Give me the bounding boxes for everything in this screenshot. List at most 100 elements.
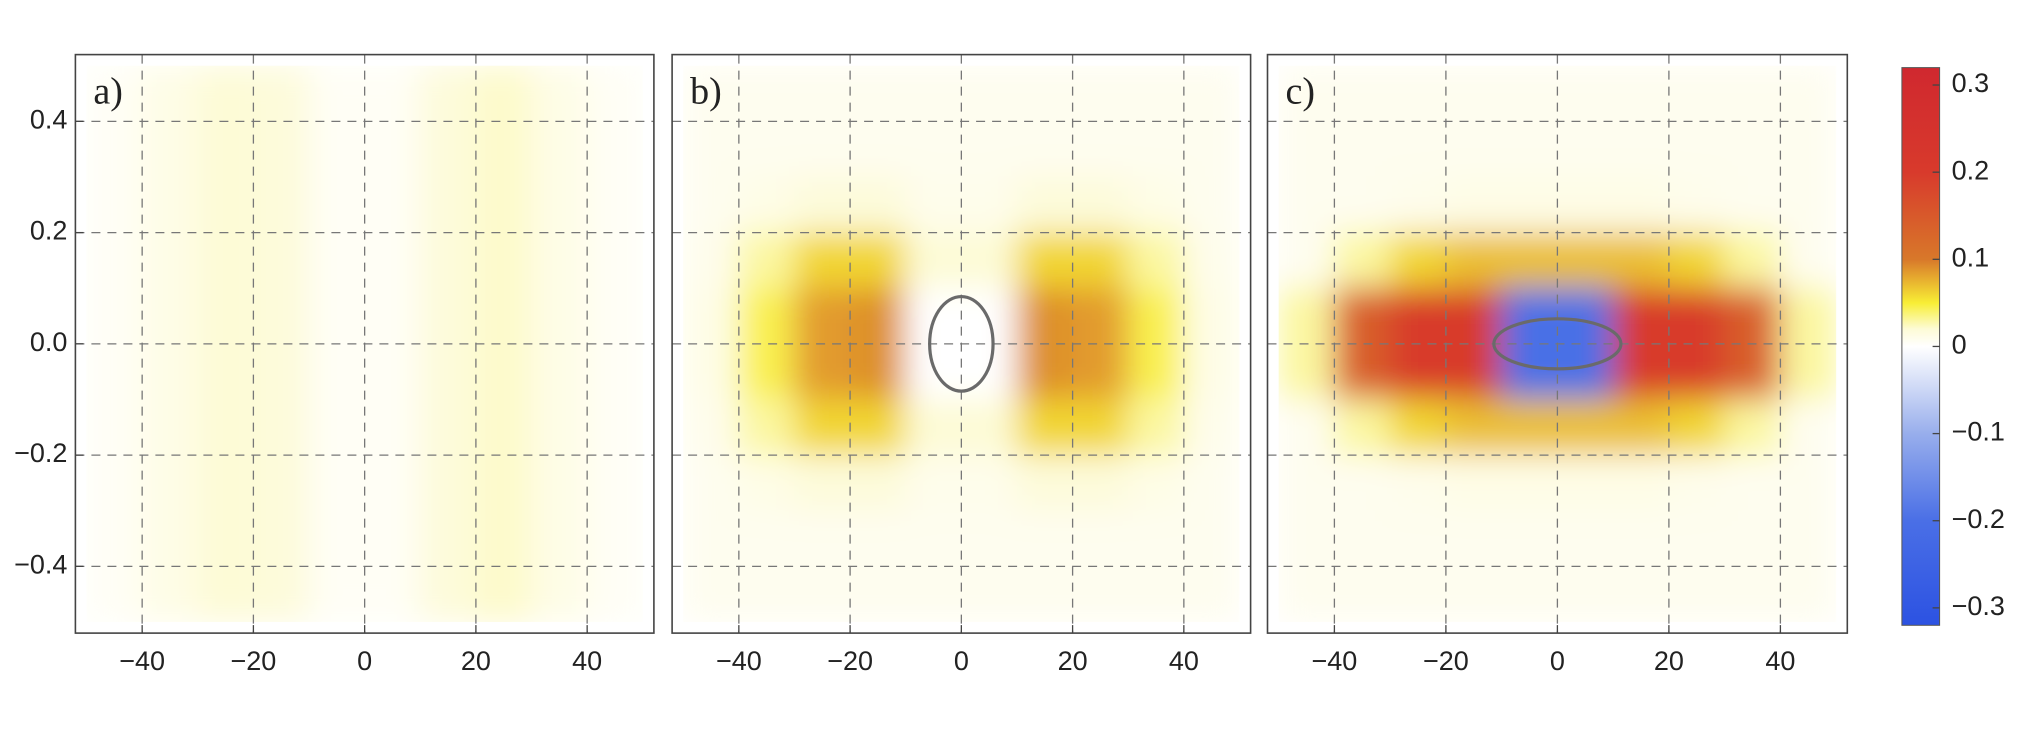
heat-cell (1333, 510, 1391, 567)
heat-cell (1556, 565, 1614, 622)
heatmap-area (86, 65, 643, 622)
heat-cell (364, 565, 421, 622)
heat-cell (1668, 343, 1726, 400)
heat-cell (738, 287, 795, 345)
heat-cell (1501, 398, 1558, 456)
heat-cell (252, 565, 310, 622)
heat-cell (1016, 454, 1074, 512)
heat-cell (960, 510, 1018, 567)
heat-cell (141, 65, 199, 122)
heat-cell (960, 232, 1018, 289)
heat-cell (683, 120, 740, 178)
heat-cell (905, 232, 962, 289)
heat-cell (1668, 454, 1726, 512)
heat-cell (1333, 120, 1391, 178)
heat-cell (308, 232, 366, 289)
heat-cell (475, 565, 533, 622)
heat-cell (683, 398, 740, 456)
heat-cell (364, 454, 421, 512)
colorbar-tick-label: −0.3 (1952, 591, 2005, 621)
heat-cell (960, 65, 1018, 122)
heat-cell (1724, 120, 1781, 178)
heat-cell (1612, 565, 1670, 622)
heat-cell (86, 343, 143, 400)
heat-cell (1724, 343, 1781, 400)
heat-cell (1016, 120, 1074, 178)
heat-cell (1278, 176, 1335, 234)
heat-cell (1389, 65, 1447, 122)
heat-cell (1183, 398, 1240, 456)
heat-cell (1072, 176, 1129, 234)
heat-cell (1333, 343, 1391, 400)
heat-cell (1278, 343, 1335, 400)
heat-cell (793, 454, 851, 512)
heat-cell (586, 65, 643, 122)
heat-cell (1501, 454, 1558, 512)
heat-cell (1612, 176, 1670, 234)
heat-cell (1333, 65, 1391, 122)
heat-cell (197, 232, 254, 289)
heat-cell (1501, 65, 1558, 122)
heat-cell (252, 176, 310, 234)
heat-cell (197, 287, 254, 345)
heat-cell (1724, 398, 1781, 456)
heat-cell (1183, 343, 1240, 400)
heat-cell (252, 120, 310, 178)
heat-cell (1389, 232, 1447, 289)
colorbar-tick-label: 0 (1952, 330, 1967, 360)
heat-cell (419, 454, 477, 512)
heat-cell (1612, 65, 1670, 122)
heat-cell (683, 565, 740, 622)
heat-cell (1127, 176, 1185, 234)
heat-cell (1389, 343, 1447, 400)
heat-cell (531, 565, 588, 622)
heat-cell (1072, 120, 1129, 178)
heat-cell (738, 65, 795, 122)
heat-cell (252, 398, 310, 456)
contour (1492, 317, 1623, 371)
y-tick-label: −0.2 (14, 438, 67, 468)
heat-cell (1668, 232, 1726, 289)
heat-cell (197, 565, 254, 622)
heat-cell (905, 454, 962, 512)
heat-cell (1556, 510, 1614, 567)
heat-cell (1389, 287, 1447, 345)
colorbar-tick-label: −0.2 (1952, 504, 2005, 534)
heat-cell (1445, 287, 1503, 345)
heat-cell (252, 287, 310, 345)
x-tick-label: −40 (119, 646, 165, 676)
heat-cell (683, 232, 740, 289)
heat-cell (905, 120, 962, 178)
heat-cell (531, 287, 588, 345)
heat-cell (1072, 343, 1129, 400)
heat-cell (1127, 510, 1185, 567)
panel-label: c) (1286, 70, 1316, 112)
heat-cell (1501, 232, 1558, 289)
heat-cell (683, 454, 740, 512)
heat-cell (1445, 176, 1503, 234)
heat-cell (849, 287, 907, 345)
heat-cell (849, 176, 907, 234)
heat-cell (1779, 565, 1837, 622)
heat-cell (141, 565, 199, 622)
heat-cell (738, 176, 795, 234)
heat-cell (1072, 232, 1129, 289)
heat-cell (419, 65, 477, 122)
heatmap-cells (1278, 65, 1837, 622)
heat-cell (1333, 176, 1391, 234)
heat-cell (960, 287, 1018, 345)
heat-cell (1278, 565, 1335, 622)
heat-cell (1127, 454, 1185, 512)
heat-cell (793, 565, 851, 622)
y-tick-label: 0.4 (30, 104, 68, 134)
panel-label: b) (690, 70, 722, 112)
heatmap-area (1278, 65, 1837, 622)
heat-cell (86, 565, 143, 622)
heat-cell (1072, 510, 1129, 567)
heat-cell (364, 343, 421, 400)
heat-cell (1016, 398, 1074, 456)
heat-cell (475, 287, 533, 345)
heat-cell (1724, 287, 1781, 345)
heat-cell (1278, 287, 1335, 345)
heat-cell (1668, 176, 1726, 234)
